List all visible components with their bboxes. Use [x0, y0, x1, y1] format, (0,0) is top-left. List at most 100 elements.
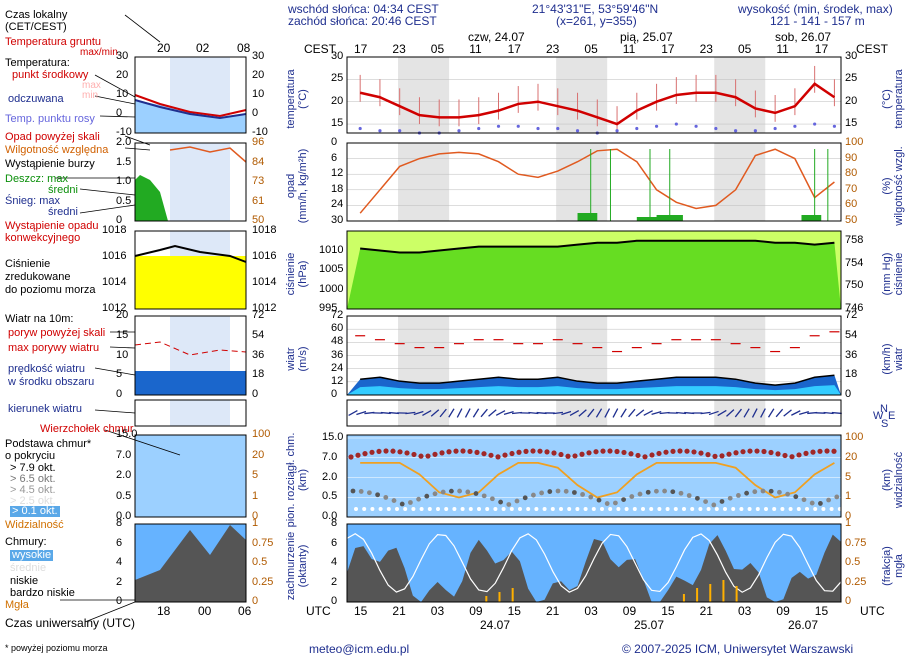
wind-arrow-1: [356, 410, 367, 416]
cloud-base-low-3: [378, 507, 383, 511]
cloud-base-dot-42: [695, 495, 700, 501]
altitude-label: wysokość (min, środek, max): [738, 2, 893, 16]
cloud-top-dot-20: [488, 452, 494, 458]
cloud-base-low-50: [764, 507, 768, 511]
cloud-top-dot-59: [761, 448, 767, 455]
wind-arrow-26: [561, 410, 572, 416]
day-label-2: pią, 25.07: [620, 30, 673, 44]
cloud-top-dot-4: [376, 448, 382, 455]
small-cover-tick-0: 8: [116, 517, 123, 529]
cloud-base-dot-18: [498, 499, 503, 505]
legend-connector-13: [104, 429, 181, 456]
cloud-base-dot-58: [826, 497, 831, 503]
cloud-top-dot-19: [481, 451, 487, 457]
cloud-top-dot-28: [544, 449, 550, 455]
cloud-top-dot-8: [404, 450, 410, 456]
wind-kmh-tick-2: 36: [845, 348, 858, 361]
cloud-top-dot-60: [768, 449, 774, 456]
cloud-base-low-21: [526, 507, 531, 511]
bottom-hour-11: 09: [776, 604, 790, 618]
top-hour-3: 11: [469, 42, 482, 56]
perceived-label: odczuwana: [8, 93, 64, 105]
wind-arrow-36: [643, 410, 653, 416]
cloud-top-dot-34: [586, 450, 592, 456]
cloud-top-dot-45: [663, 449, 669, 455]
cloud-base-low-15: [477, 507, 481, 511]
small-frame-precip: [134, 142, 247, 222]
cloud-base-dot-11: [440, 489, 446, 495]
wind-arrow-22: [528, 411, 539, 415]
wind-arrow-10: [430, 409, 440, 417]
small-frame-pres: [134, 230, 247, 310]
legend-connector-15: [84, 601, 136, 623]
small-precip-tick-4: 0: [116, 214, 123, 226]
wind-arrow-44: [708, 410, 719, 416]
cloud-base-low-52: [780, 507, 785, 511]
dew-point-mark-20: [753, 129, 757, 133]
cloud-base-dot-24: [547, 489, 553, 494]
temp-tick-l-2: 20: [331, 94, 344, 107]
cover-tick-1: 6: [331, 536, 338, 549]
small-cloud-tick-1: 7.0: [116, 448, 132, 461]
frac-tick-3: 0.25: [845, 575, 867, 588]
cover-axis-title: zachmurzenie (oktanty): [285, 531, 309, 601]
top-hour-1: 23: [392, 42, 406, 56]
top-hour-12: 17: [814, 42, 829, 56]
small-cloud-bg: [135, 435, 246, 517]
cloud-base-low-11: [444, 507, 449, 511]
okt79-label: > 7.9 okt.: [10, 462, 56, 474]
legend-connector-8: [79, 204, 136, 214]
cloud-base-dot-45: [719, 499, 725, 504]
dew-point-mark-13: [615, 129, 619, 133]
max-label: max: [82, 80, 101, 91]
cloud-base-dot-0: [350, 488, 356, 494]
frac-tick-4: 0: [845, 595, 852, 607]
cloud-top-dot-14: [446, 449, 452, 455]
compass-e: E: [888, 410, 896, 422]
legend-connector-12: [94, 409, 136, 414]
cloud-base-low-20: [518, 507, 522, 511]
temp-tick-r-1: 25: [845, 72, 858, 85]
cloud-base-dot-27: [572, 490, 577, 495]
top-hour-8: 17: [661, 42, 675, 56]
small-precip-rtick-4: 50: [252, 214, 265, 226]
small-wind-tick-1: 15: [116, 328, 129, 341]
wind-arrow-18: [495, 410, 506, 416]
dir-frame: [346, 399, 842, 427]
cloud-top-dot-23: [509, 450, 515, 457]
cloud-top-dot-46: [670, 448, 676, 454]
day-bottom-3: 26.07: [788, 618, 819, 632]
top-hour-5: 23: [546, 42, 560, 56]
storm-label: Wystąpienie burzy: [5, 158, 95, 170]
cloud-top-dot-0: [348, 454, 354, 460]
cloud-top-dot-37: [607, 448, 613, 454]
small-perceived-line: [134, 99, 247, 120]
wind-tick-2: 48: [331, 335, 344, 348]
cloud-top-dot-26: [530, 448, 536, 454]
small-cover-tick-1: 6: [116, 536, 123, 549]
night-shade-precip-0: [398, 143, 450, 221]
vis-tick-0: 100: [845, 431, 864, 443]
small-frame-wind: [134, 315, 247, 396]
email-link[interactable]: meteo@icm.edu.pl: [309, 642, 410, 656]
wind-arrow-14: [464, 408, 471, 418]
precip-tick-3: 12: [331, 167, 344, 180]
small-cover-rtick-3: 0.25: [252, 575, 274, 588]
cloud-top-dot-61: [775, 451, 781, 457]
temperature-label: Temperatura:: [5, 57, 70, 69]
cloud-base-low-35: [641, 507, 645, 511]
cloud-base-low-13: [460, 507, 465, 511]
cloud-top-dot-12: [432, 451, 438, 457]
cloud-base-dot-40: [678, 490, 684, 496]
precip-tick-1: 24: [331, 198, 344, 211]
humid-tick-5: 50: [845, 214, 858, 226]
dew-point-label: Temp. punktu rosy: [5, 113, 95, 125]
humid-tick-1: 90: [845, 151, 858, 164]
wind-arrow-29: [587, 408, 595, 418]
cloud-base-dot-37: [654, 488, 659, 494]
small-pres-tick-3: 1012: [102, 302, 127, 314]
day-bottom-2: 25.07: [634, 618, 665, 632]
wind-tick-4: 24: [331, 361, 344, 374]
bottom-hour-5: 21: [546, 604, 560, 618]
precip-tick-0: 30: [331, 214, 344, 226]
